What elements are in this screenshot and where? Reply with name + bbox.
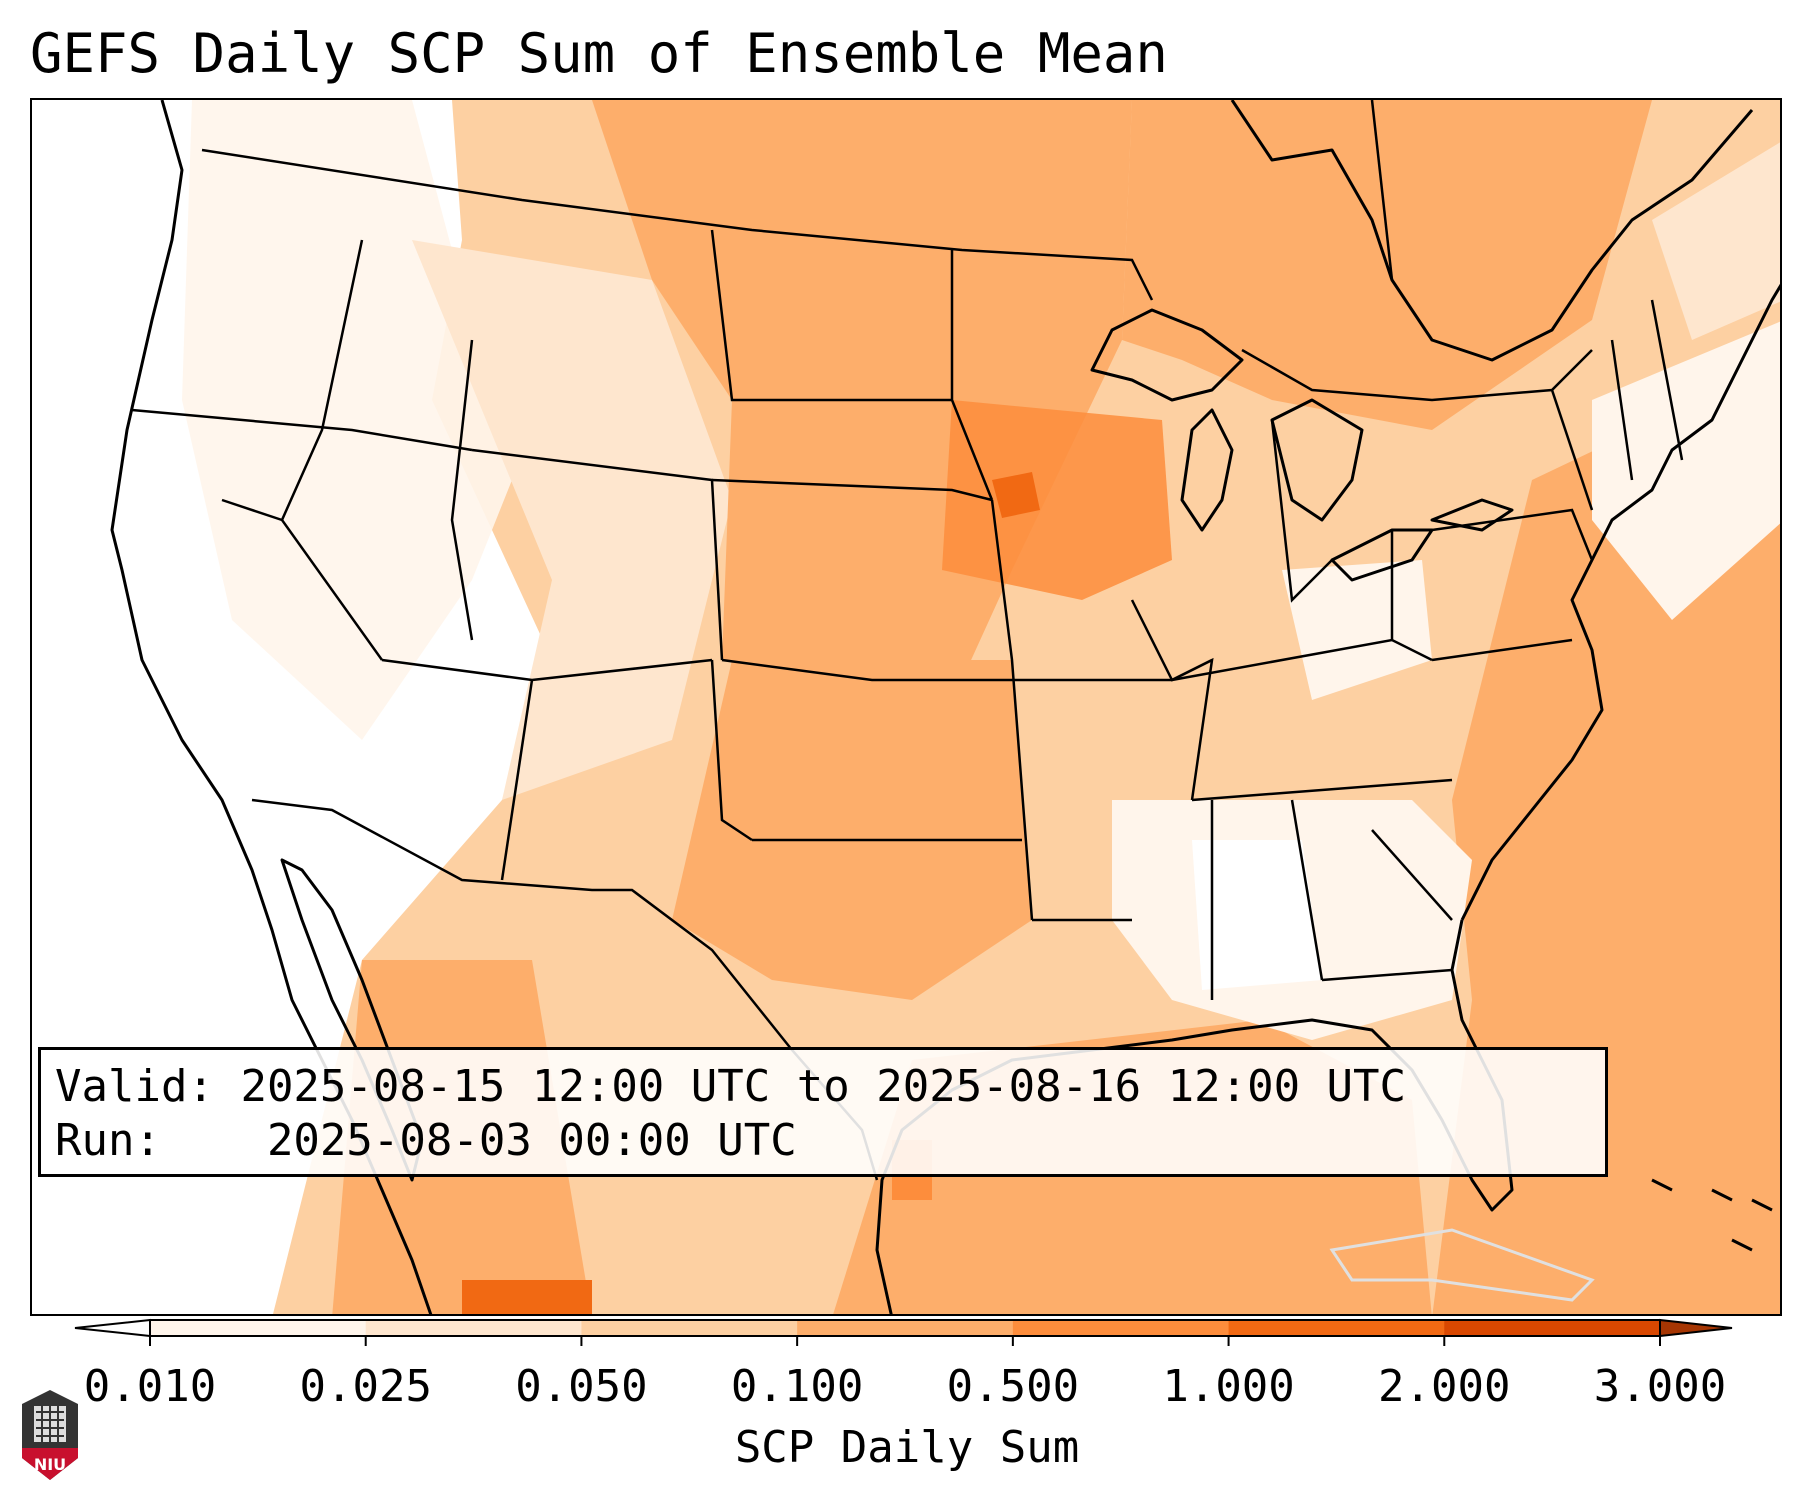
colorbar-under-arrow	[74, 1318, 151, 1338]
chart-title: GEFS Daily SCP Sum of Ensemble Mean	[30, 22, 1168, 85]
field-max-cell	[992, 472, 1040, 518]
field-maritimes	[1652, 142, 1780, 340]
field-ohio-valley-low	[1282, 560, 1432, 700]
cuba-outline	[1329, 1228, 1595, 1302]
colorbar-tick-label: 0.100	[730, 1361, 864, 1412]
niu-logo-banner	[22, 1448, 78, 1480]
niu-logo: NIU	[22, 1390, 78, 1480]
colorbar-over-arrow	[1659, 1318, 1733, 1338]
field-northeast-low	[1592, 321, 1780, 620]
colorbar-outline	[149, 1319, 1661, 1337]
colorbar-cell	[1012, 1320, 1230, 1336]
niu-logo-text: NIU	[34, 1455, 66, 1474]
colorbar-tick-label: 1.000	[1162, 1361, 1295, 1412]
valid-range: 2025-08-15 12:00 UTC to 2025-08-16 12:00…	[240, 1061, 1407, 1112]
colorbar-tick-label: 0.010	[83, 1361, 217, 1412]
field-rockies	[412, 240, 732, 800]
colorbar-cell	[1444, 1320, 1661, 1336]
colorbar-label: SCP Daily Sum	[734, 1422, 1080, 1473]
colorbar	[74, 1318, 1733, 1346]
niu-logo-windows	[36, 1406, 64, 1442]
colorbar-tick-label: 0.500	[946, 1361, 1080, 1412]
field-southern-plains	[672, 660, 1032, 1000]
field-upper-midwest-peak	[942, 400, 1172, 600]
colorbar-tick-label: 0.025	[299, 1361, 432, 1412]
colorbar-cells	[150, 1320, 1661, 1336]
field-alabama-low	[1192, 840, 1322, 990]
colorbar-cell	[797, 1320, 1014, 1336]
colorbar-tick-label: 3.000	[1593, 1361, 1727, 1412]
colorbar-tick-label: 2.000	[1378, 1361, 1511, 1412]
colorbar-tick-label: 0.050	[515, 1361, 648, 1412]
run-label: Run:	[55, 1115, 161, 1166]
valid-label: Valid:	[55, 1061, 214, 1112]
run-time: 2025-08-03 00:00 UTC	[266, 1115, 797, 1166]
colorbar-cell	[581, 1320, 798, 1336]
colorbar-ticks	[149, 1336, 1661, 1346]
field-mexico-peak	[462, 1280, 592, 1314]
colorbar-cell	[1228, 1320, 1445, 1336]
colorbar-cell	[150, 1320, 367, 1336]
validity-infobox: Valid: 2025-08-15 12:00 UTC to 2025-08-1…	[38, 1047, 1608, 1177]
political-borders	[131, 100, 1684, 1181]
colorbar-cell	[365, 1320, 582, 1336]
